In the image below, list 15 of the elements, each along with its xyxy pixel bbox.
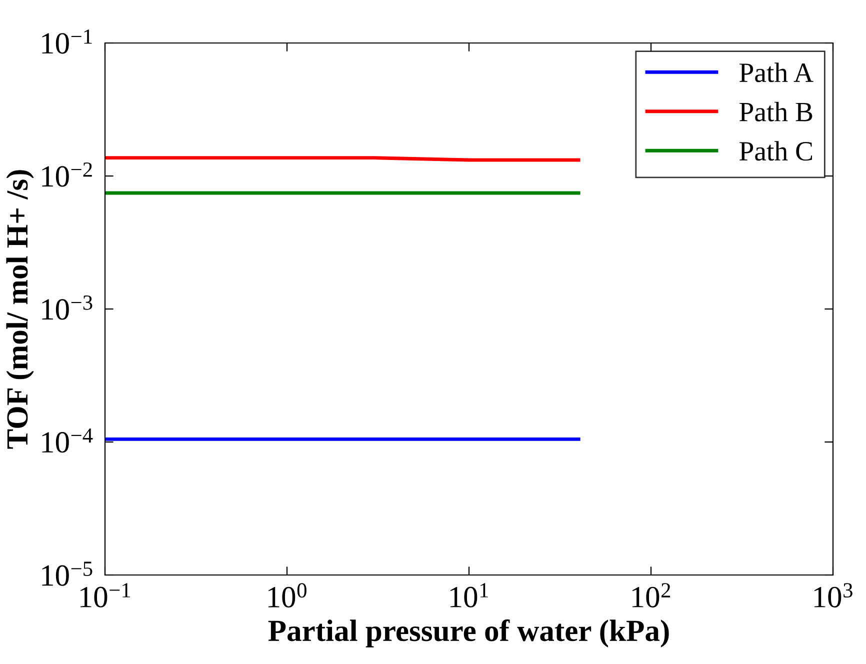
- x-tick-label: 10$^{1}$: [450, 583, 488, 608]
- y-tick-label: 10$^{−3}$: [42, 295, 92, 320]
- x-tick-label: 10$^{2}$: [632, 583, 670, 608]
- x-tick-label: 10$^{0}$: [268, 583, 306, 608]
- legend-label: Path C: [739, 141, 812, 161]
- legend-label: Path B: [739, 102, 812, 122]
- x-axis-title: Partial pressure of water (kPa): [268, 619, 669, 648]
- x-tick-label: 10$^{3}$: [814, 583, 852, 608]
- y-tick-label: 10$^{−2}$: [42, 162, 92, 187]
- y-tick-label: 10$^{−4}$: [42, 428, 93, 453]
- y-axis-title: TOF (mol/ mol H+ /s): [6, 170, 34, 449]
- x-tick-label: 10$^{−1}$: [80, 583, 130, 608]
- y-tick-label: 10$^{−1}$: [42, 29, 92, 54]
- legend-label: Path A: [739, 62, 814, 82]
- y-tick-label: 10$^{−5}$: [42, 562, 92, 586]
